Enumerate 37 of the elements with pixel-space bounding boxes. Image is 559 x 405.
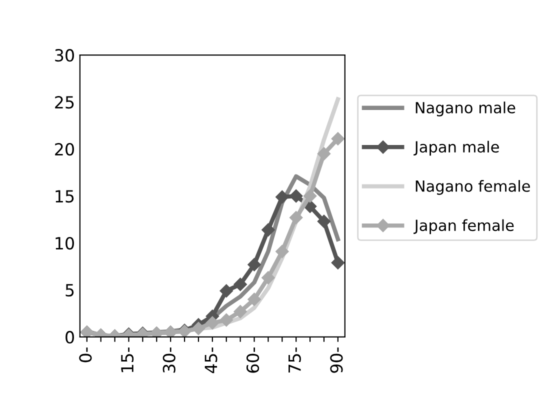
- point: [317, 147, 331, 160]
- point: [234, 305, 247, 318]
- y-tick-label: 10: [56, 236, 74, 250]
- legend-label: Japan male: [414, 140, 499, 156]
- point: [290, 211, 303, 224]
- point: [317, 214, 331, 228]
- y-tick-label: 20: [55, 143, 74, 156]
- x-tick-label: 45-: [204, 347, 218, 374]
- x-tick-label: 60-: [246, 347, 260, 373]
- point: [220, 284, 233, 298]
- y-tick-label: 5: [66, 284, 74, 297]
- x-tick-label: 90-: [330, 347, 343, 373]
- y-tick-label: 15: [56, 190, 74, 203]
- point: [262, 223, 275, 236]
- point: [276, 244, 289, 258]
- point: [192, 322, 206, 336]
- x-tick-label: 0-: [79, 347, 92, 362]
- y-tick-label: 0: [66, 330, 74, 344]
- legend-label: Japan female: [414, 219, 514, 234]
- point: [331, 132, 345, 146]
- point: [290, 189, 303, 203]
- point: [206, 316, 220, 330]
- x-tick-label: 30-: [162, 347, 176, 373]
- point: [276, 190, 289, 204]
- point: [234, 278, 247, 291]
- point: [303, 189, 317, 203]
- y-tick-label: 30: [55, 49, 74, 62]
- point: [331, 256, 345, 270]
- y-tick-label: 25: [55, 96, 74, 109]
- point: [248, 292, 261, 306]
- point: [262, 271, 275, 284]
- x-tick-label: 15-: [121, 347, 134, 372]
- point: [248, 258, 261, 272]
- legend-label: Nagano male: [416, 102, 516, 116]
- legend-label: Nagano female: [416, 180, 530, 195]
- x-tick-label: 75-: [288, 347, 301, 373]
- point: [220, 313, 233, 327]
